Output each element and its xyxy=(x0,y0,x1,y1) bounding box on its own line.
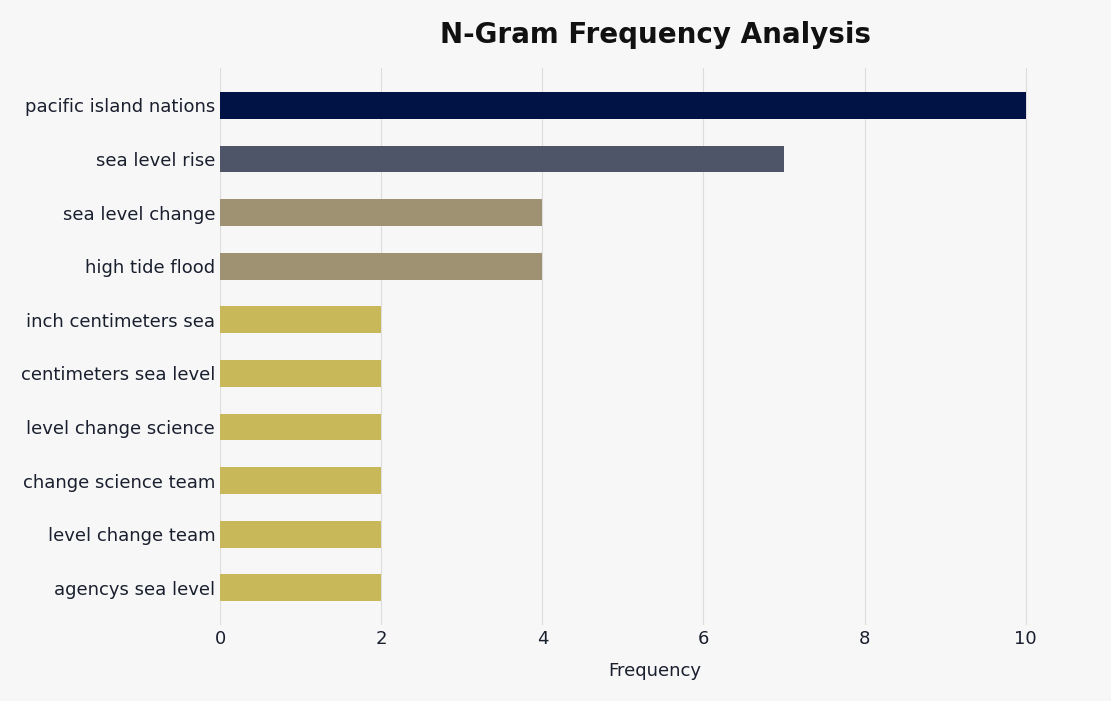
Bar xyxy=(220,360,381,387)
Bar xyxy=(220,521,381,547)
Bar xyxy=(220,468,381,494)
Title: N-Gram Frequency Analysis: N-Gram Frequency Analysis xyxy=(440,21,871,49)
Bar xyxy=(220,199,542,226)
X-axis label: Frequency: Frequency xyxy=(609,662,702,680)
Bar xyxy=(220,575,381,601)
Bar xyxy=(220,414,381,440)
Bar xyxy=(220,306,381,333)
Bar xyxy=(220,146,784,172)
Bar xyxy=(220,253,542,280)
Bar xyxy=(220,92,1025,118)
